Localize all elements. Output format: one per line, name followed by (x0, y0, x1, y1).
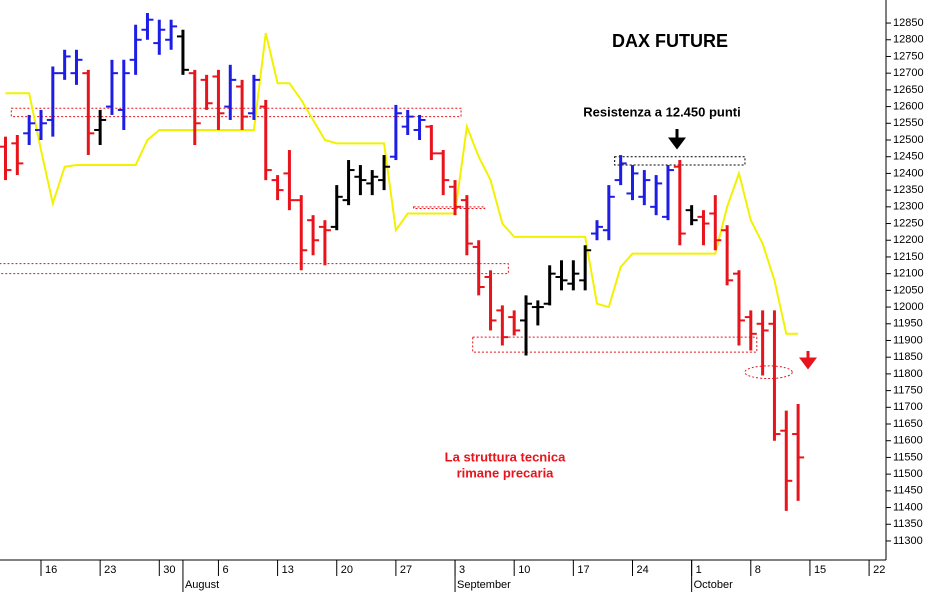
zone (10, 107, 462, 118)
y-tick-label: 11300 (893, 535, 923, 547)
y-tick-label: 12700 (893, 67, 924, 79)
zone-ellipse (744, 365, 793, 380)
x-tick-label: 16 (45, 564, 57, 576)
y-tick-label: 11450 (893, 485, 923, 497)
y-tick-label: 11500 (893, 468, 923, 480)
y-tick-label: 12550 (893, 117, 924, 129)
annotation: Resistenza a 12.450 punti (583, 104, 741, 119)
y-tick-label: 11750 (893, 385, 923, 397)
y-tick-label: 11950 (893, 318, 923, 330)
arrow (799, 351, 817, 370)
chart-title: DAX FUTURE (612, 31, 728, 51)
x-tick-label: 15 (814, 564, 826, 576)
y-tick-label: 12750 (893, 50, 924, 62)
y-tick-label: 11900 (893, 334, 923, 346)
price-bars (0, 13, 805, 511)
y-tick-label: 12200 (893, 234, 924, 246)
x-tick-label: 27 (400, 564, 412, 576)
annotation: rimane precaria (457, 465, 555, 480)
zone (614, 156, 746, 166)
y-tick-label: 12300 (893, 201, 924, 213)
month-label: September (457, 579, 511, 591)
y-tick-label: 11800 (893, 368, 923, 380)
y-tick-label: 12350 (893, 184, 924, 196)
y-tick-label: 11850 (893, 351, 923, 363)
x-tick-label: 17 (577, 564, 589, 576)
y-tick-label: 11400 (893, 501, 923, 513)
y-tick-label: 12400 (893, 167, 924, 179)
y-tick-label: 12000 (893, 301, 924, 313)
x-tick-label: 30 (163, 564, 175, 576)
y-tick-label: 11550 (893, 451, 923, 463)
y-tick-label: 12850 (893, 17, 924, 29)
y-tick-label: 12600 (893, 100, 924, 112)
zone (0, 263, 509, 275)
y-tick-label: 12450 (893, 151, 924, 163)
annotation: La struttura tecnica (445, 449, 566, 464)
arrow (668, 129, 686, 150)
y-tick-label: 11600 (893, 435, 923, 447)
x-tick-label: 1 (696, 564, 702, 576)
y-tick-label: 12150 (893, 251, 924, 263)
x-tick-label: 10 (518, 564, 530, 576)
zones (0, 107, 793, 380)
month-label: October (694, 579, 733, 591)
y-tick-label: 12100 (893, 268, 924, 280)
x-tick-label: 8 (755, 564, 761, 576)
zone (472, 336, 758, 353)
y-tick-label: 11700 (893, 401, 923, 413)
x-tick-label: 22 (873, 564, 885, 576)
y-tick-label: 12800 (893, 34, 924, 46)
x-tick-label: 6 (222, 564, 228, 576)
month-label: August (185, 579, 219, 591)
indicator-line (5, 32, 799, 335)
x-tick-label: 3 (459, 564, 465, 576)
y-tick-label: 12500 (893, 134, 924, 146)
indicator-lines (5, 32, 799, 335)
zone (413, 206, 486, 209)
y-tick-label: 11650 (893, 418, 923, 430)
x-tick-label: 20 (341, 564, 353, 576)
x-tick-label: 23 (104, 564, 116, 576)
y-tick-label: 12250 (893, 217, 924, 229)
x-tick-label: 13 (282, 564, 294, 576)
y-tick-label: 12650 (893, 84, 924, 96)
x-tick-label: 24 (636, 564, 648, 576)
y-tick-label: 11350 (893, 518, 923, 530)
y-tick-label: 12050 (893, 284, 924, 296)
